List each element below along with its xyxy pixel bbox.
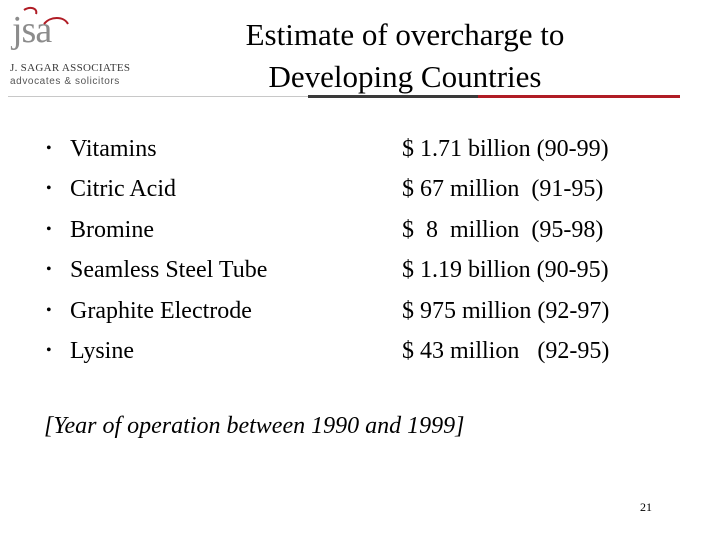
list-item: • Seamless Steel Tube bbox=[46, 250, 267, 290]
slide-title-line-1: Estimate of overcharge to bbox=[245, 17, 565, 52]
list-item: • Vitamins bbox=[46, 129, 267, 169]
overcharge-value: $ 67 million (91-95) bbox=[402, 176, 604, 203]
overcharge-values: $ 1.71 billion (90-99) $ 67 million (91-… bbox=[402, 129, 609, 371]
bullet: • bbox=[46, 180, 52, 198]
underline-dark-segment bbox=[308, 95, 478, 98]
list-item: • Bromine bbox=[46, 210, 267, 250]
svg-text:jsa: jsa bbox=[10, 9, 52, 51]
bullet: • bbox=[46, 220, 52, 238]
overcharge-value: $ 1.71 billion (90-99) bbox=[402, 136, 609, 162]
product-name: Vitamins bbox=[70, 136, 157, 162]
bullet: • bbox=[46, 261, 52, 279]
product-name: Lysine bbox=[70, 337, 134, 364]
slide-title-line-2: Developing Countries bbox=[268, 59, 542, 94]
overcharge-value: $ 1.19 billion (90-95) bbox=[402, 257, 609, 284]
company-logo: jsa J. SAGAR ASSOCIATES advocates & soli… bbox=[8, 6, 148, 87]
title-underline bbox=[8, 95, 680, 98]
product-name: Seamless Steel Tube bbox=[70, 257, 268, 284]
overcharge-value: $ 8 million (95-98) bbox=[402, 216, 604, 243]
list-item: • Graphite Electrode bbox=[46, 291, 267, 331]
jsa-logo-mark: jsa bbox=[10, 6, 69, 51]
product-name: Citric Acid bbox=[70, 176, 176, 203]
bullet: • bbox=[46, 140, 52, 157]
logo-company-name: J. SAGAR ASSOCIATES bbox=[10, 62, 131, 74]
logo-tagline: advocates & solicitors bbox=[10, 76, 120, 87]
product-name: Graphite Electrode bbox=[70, 297, 252, 324]
overcharge-value: $ 975 million (92-97) bbox=[402, 297, 610, 324]
bullet: • bbox=[46, 341, 52, 359]
underline-red-segment bbox=[478, 95, 680, 98]
page-number: 21 bbox=[640, 500, 652, 514]
list-item: • Lysine bbox=[46, 331, 267, 371]
product-name: Bromine bbox=[70, 216, 154, 243]
slide-title: Estimate of overcharge to Developing Cou… bbox=[160, 14, 650, 98]
underline-light-segment bbox=[8, 96, 308, 97]
overcharge-value: $ 43 million (92-95) bbox=[402, 337, 610, 364]
list-item: • Citric Acid bbox=[46, 169, 267, 209]
bullet: • bbox=[46, 301, 52, 319]
footnote: [Year of operation between 1990 and 1999… bbox=[44, 413, 465, 439]
product-list: • Vitamins • Citric Acid • Bromine • Seamles… bbox=[46, 129, 267, 371]
